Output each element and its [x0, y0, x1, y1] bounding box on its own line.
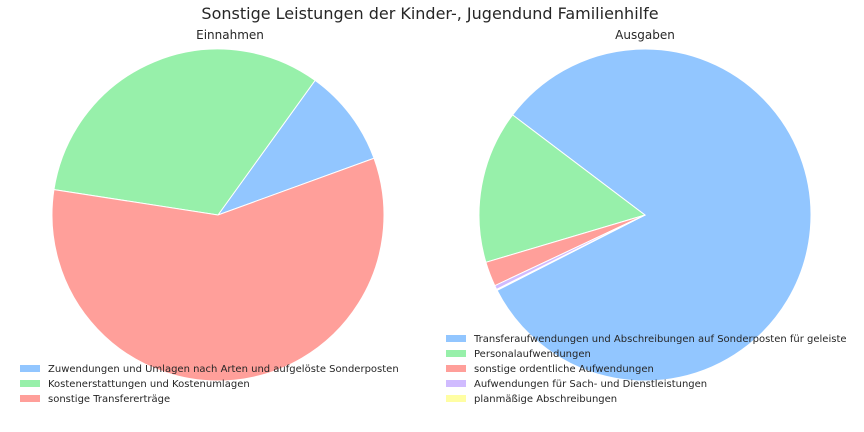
- pie-slice-kostenerstattungen-und-kostenumlagen: [53, 48, 316, 216]
- legend-label-personalaufwendungen: Personalaufwendungen: [474, 349, 591, 360]
- legend-label-sonstige-transferertrage: sonstige Transfererträge: [48, 394, 170, 405]
- legend-einnahmen: Zuwendungen und Umlagen nach Arten und a…: [20, 364, 399, 405]
- legend-label-planmassige-abschreibungen: planmäßige Abschreibungen: [474, 394, 617, 405]
- figure-title: Sonstige Leistungen der Kinder-, Jugendu…: [201, 4, 658, 23]
- legend-swatch-sonstige-ordentliche-aufwendungen: [446, 365, 466, 372]
- pie-ausgaben: [478, 48, 812, 382]
- legend-swatch-sonstige-transferertrage: [20, 395, 40, 402]
- pie-slice-transferaufwendungen-und-abschreibungen-: [496, 48, 812, 382]
- legend-label-aufwendungen-fur-sach-und-dienstleistung: Aufwendungen für Sach- und Dienstleistun…: [474, 379, 707, 390]
- legend-swatch-aufwendungen-fur-sach-und-dienstleistung: [446, 380, 466, 387]
- pie-slice-planmassige-abschreibungen: [495, 214, 646, 292]
- legend-swatch-transferaufwendungen-und-abschreibungen-: [446, 335, 466, 342]
- legend-swatch-personalaufwendungen: [446, 350, 466, 357]
- legend-label-kostenerstattungen-und-kostenumlagen: Kostenerstattungen und Kostenumlagen: [48, 379, 250, 390]
- legend-label-transferaufwendungen-und-abschreibungen-: Transferaufwendungen und Abschreibungen …: [473, 334, 847, 345]
- pie-slice-personalaufwendungen: [478, 114, 647, 263]
- pie-einnahmen: [51, 48, 385, 382]
- legend-swatch-zuwendungen-und-umlagen-nach-arten-und-a: [20, 365, 40, 372]
- pie-title-ausgaben: Ausgaben: [615, 28, 675, 42]
- legend-swatch-planmassige-abschreibungen: [446, 395, 466, 402]
- legend-ausgaben: Transferaufwendungen und Abschreibungen …: [446, 334, 847, 405]
- legend-swatch-kostenerstattungen-und-kostenumlagen: [20, 380, 40, 387]
- pie-title-einnahmen: Einnahmen: [196, 28, 264, 42]
- pie-slice-zuwendungen-und-umlagen-nach-arten-und-a: [216, 79, 375, 217]
- pie-slice-sonstige-transferertrage: [51, 157, 385, 382]
- legend-label-sonstige-ordentliche-aufwendungen: sonstige ordentliche Aufwendungen: [474, 364, 654, 375]
- legend-label-zuwendungen-und-umlagen-nach-arten-und-a: Zuwendungen und Umlagen nach Arten und a…: [48, 364, 399, 375]
